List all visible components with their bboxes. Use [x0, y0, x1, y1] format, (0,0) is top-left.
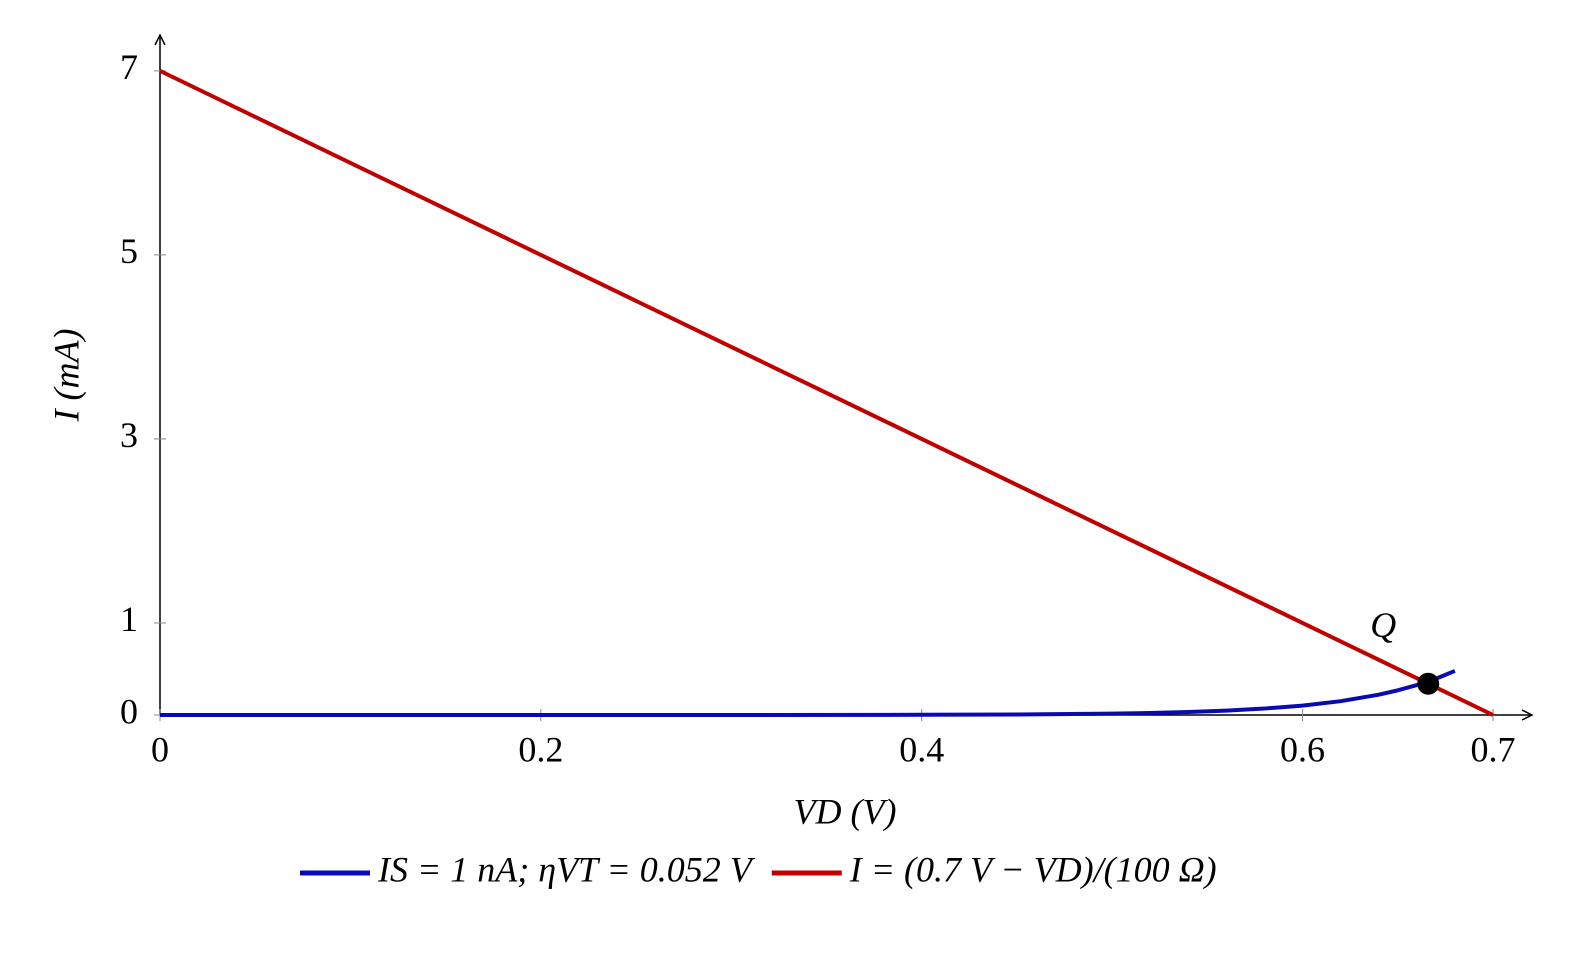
y-axis-arrow [154, 33, 166, 46]
legend-label: I = (0.7 V − VD)/(100 Ω) [849, 849, 1217, 889]
x-axis-label: VD (V) [794, 791, 897, 831]
y-tick-label: 1 [120, 599, 138, 639]
operating-point [1417, 672, 1440, 695]
x-tick-label: 0.2 [518, 729, 563, 769]
y-tick-label: 7 [120, 47, 138, 87]
legend-label: IS = 1 nA; ηVT = 0.052 V [377, 849, 756, 889]
x-tick-label: 0.4 [899, 729, 944, 769]
x-axis-arrow [1521, 709, 1534, 721]
y-tick-label: 3 [120, 415, 138, 455]
series-line [159, 69, 1494, 717]
x-tick-label: 0.7 [1470, 729, 1515, 769]
series-line [160, 669, 1456, 717]
x-tick-label: 0.6 [1280, 729, 1325, 769]
y-tick-label: 5 [120, 231, 138, 271]
y-axis-label: I (mA) [46, 329, 86, 423]
x-tick-label: 0 [151, 729, 169, 769]
y-tick-label: 0 [120, 691, 138, 731]
annotation-label: Q [1370, 605, 1396, 645]
